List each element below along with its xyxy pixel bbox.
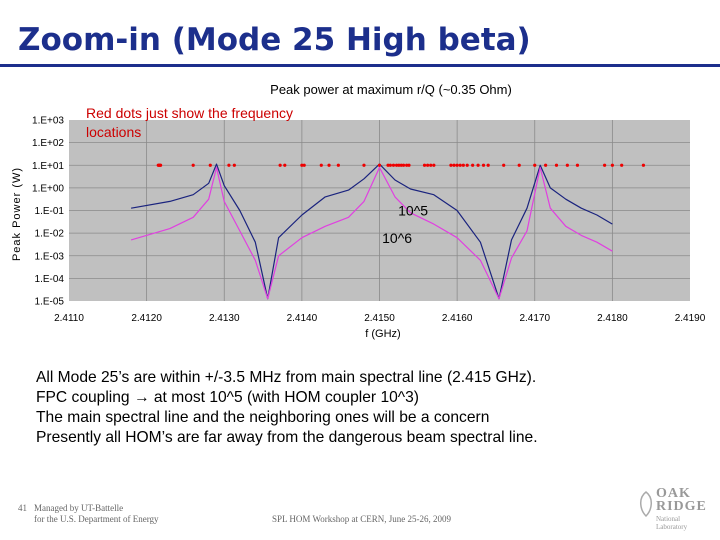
bullet-text: FPC coupling → at most 10^5 (with HOM co… [36, 389, 419, 406]
frequency-dot [401, 163, 406, 167]
frequency-dot [603, 163, 607, 167]
frequency-dot [422, 163, 427, 167]
frequency-dot [455, 163, 459, 167]
frequency-dot [565, 163, 569, 167]
bullet-list: All Mode 25’s are within +/-3.5 MHz from… [36, 368, 696, 448]
frequency-dot [399, 163, 403, 167]
y-tick-label: 1.E-05 [35, 297, 65, 308]
frequency-dot [458, 163, 462, 167]
frequency-dot [426, 163, 430, 167]
footer-workshop: SPL HOM Workshop at CERN, June 25-26, 20… [272, 514, 452, 524]
y-tick-label: 1.E+02 [32, 138, 64, 149]
footer-managed-line1: Managed by UT-Battelle [34, 503, 124, 513]
frequency-dot [449, 163, 453, 167]
frequency-dot [391, 163, 396, 167]
x-tick-label: 2.4190 [675, 313, 706, 324]
frequency-dot [386, 163, 390, 167]
y-tick-label: 1.E+01 [32, 161, 64, 172]
y-tick-label: 1.E-04 [35, 274, 65, 285]
leaf-icon [640, 491, 652, 518]
frequency-dot [407, 163, 411, 167]
frequency-dot [620, 163, 624, 167]
y-tick-label: 1.E+03 [32, 116, 64, 127]
frequency-dot [208, 163, 212, 167]
frequency-dot [610, 163, 614, 167]
bullet-text: Presently all HOM’s are far away from th… [36, 429, 538, 446]
x-axis-label: f (GHz) [365, 328, 400, 340]
frequency-dot [476, 163, 480, 167]
frequency-dot [502, 163, 506, 167]
frequency-dot [278, 163, 282, 167]
x-tick-label: 2.4130 [209, 313, 240, 324]
frequency-dot [300, 163, 304, 167]
frequency-dot [191, 163, 195, 167]
y-tick-label: 1.E-01 [35, 206, 65, 217]
frequency-dot [158, 163, 163, 167]
frequency-dot [319, 163, 323, 167]
frequency-dot [362, 163, 366, 167]
frequency-dot [283, 163, 287, 167]
frequency-dot [461, 163, 465, 167]
y-tick-labels: 1.E-05 1.E-04 1.E-03 1.E-02 1.E-01 1.E+00 1.E+… [32, 116, 64, 308]
x-tick-label: 2.4160 [442, 313, 473, 324]
frequency-dot [397, 163, 401, 167]
frequency-dot [517, 163, 521, 167]
frequency-dots [156, 163, 646, 167]
oak-ridge-logo: OAK RIDGE National Laboratory [636, 486, 708, 531]
frequency-dot [429, 163, 433, 167]
y-tick-label: 1.E-02 [35, 229, 65, 240]
annotation-10-6: 10^6 [382, 230, 412, 246]
frequency-dot [554, 163, 559, 167]
logo-line1: OAK [656, 486, 691, 501]
frequency-dot [544, 163, 548, 167]
footer-managed-line2: for the U.S. Department of Energy [34, 514, 159, 524]
frequency-dot [377, 163, 382, 167]
frequency-dot [533, 163, 537, 167]
frequency-dot [575, 163, 580, 167]
y-tick-label: 1.E+00 [32, 183, 64, 194]
y-tick-label: 1.E-03 [35, 251, 65, 262]
logo-line3: National Laboratory [656, 515, 688, 531]
slide-title: Zoom-in (Mode 25 High beta) [18, 22, 531, 58]
chart-title: Peak power at maximum r/Q (~0.35 Ohm) [270, 82, 512, 97]
x-tick-labels: 2.4110 2.4120 2.4130 2.4140 2.4150 2.4160 2.41… [54, 313, 706, 324]
bullet-text: All Mode 25’s are within +/-3.5 MHz from… [36, 369, 537, 386]
title-underline [0, 64, 720, 67]
frequency-dot [432, 163, 436, 167]
frequency-dot [336, 163, 340, 167]
frequency-dot [394, 163, 399, 167]
page-number: 41 [18, 503, 27, 513]
annotation-red-dots-line1: Red dots just show the frequency [86, 105, 293, 121]
frequency-dot [388, 163, 392, 167]
frequency-dot [641, 163, 646, 167]
annotation-10-5: 10^5 [398, 203, 428, 219]
frequency-dot [327, 163, 331, 167]
frequency-dot [471, 163, 475, 167]
frequency-dot [227, 163, 231, 167]
y-axis-label: Peak Power (W) [11, 167, 23, 261]
logo-line2: RIDGE [656, 499, 707, 514]
frequency-dot [302, 163, 306, 167]
bullet-text: The main spectral line and the neighbori… [36, 409, 490, 426]
x-tick-label: 2.4150 [364, 313, 395, 324]
annotation-red-dots-line2: locations [86, 124, 141, 140]
x-tick-label: 2.4170 [519, 313, 550, 324]
x-tick-label: 2.4140 [287, 313, 318, 324]
x-tick-label: 2.4180 [597, 313, 628, 324]
frequency-dot [465, 163, 469, 167]
frequency-dot [481, 163, 486, 167]
x-tick-label: 2.4110 [54, 313, 84, 324]
frequency-dot [232, 163, 236, 167]
frequency-dot [486, 163, 490, 167]
series-line-2 [130, 166, 613, 300]
frequency-dot [405, 163, 409, 167]
x-tick-label: 2.4120 [131, 313, 162, 324]
frequency-dot [452, 163, 456, 167]
